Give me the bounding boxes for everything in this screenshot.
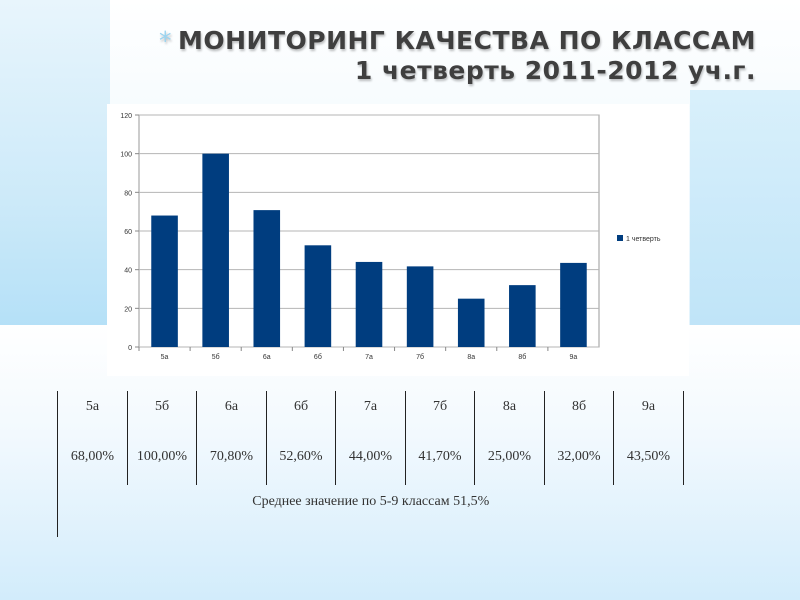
table-values-row: 68,00% 100,00% 70,80% 52,60% 44,00% 41,70% 25,…	[57, 435, 684, 485]
y-tick-label: 120	[120, 113, 132, 120]
table-value-cell: 70,80%	[196, 435, 267, 485]
chart-panel: 0 20 40 60 80 100 120 5а 5б 6а 6б 7а 7б 8а 8б 9а 1 чет…	[107, 104, 689, 376]
table-header-7б: 7б	[405, 391, 475, 435]
background-panel-right	[690, 90, 800, 330]
y-axis-ticks: 0 20 40 60 80 100 120	[120, 113, 139, 352]
bar-6б	[304, 245, 332, 347]
slide-title: * МОНИТОРИНГ КАЧЕСТВА ПО КЛАССАМ 1 четвер…	[136, 26, 756, 86]
table-header-5а: 5а	[57, 391, 128, 435]
results-table: 5а 5б 6а 6б 7а 7б 8а 8б 9а 68,00% 100,00% 70,80% 52…	[57, 391, 684, 537]
x-tick-label: 9а	[570, 354, 578, 361]
table-average-row: Среднее значение по 5-9 классам 51,5%	[57, 485, 684, 537]
table-value-cell: 68,00%	[57, 435, 128, 485]
bar-9а	[560, 262, 587, 347]
y-tick-label: 80	[124, 190, 132, 197]
table-header-5б: 5б	[127, 391, 197, 435]
chart-bars	[151, 153, 587, 347]
bar-5а	[151, 215, 178, 347]
bar-7а	[355, 261, 383, 347]
bar-6а	[253, 210, 281, 347]
y-tick-label: 100	[120, 152, 132, 159]
y-tick-label: 0	[128, 345, 132, 352]
bar-7б	[406, 266, 434, 347]
table-header-8б: 8б	[544, 391, 614, 435]
x-tick-label: 8а	[467, 354, 475, 361]
title-bullet: *	[158, 26, 172, 55]
table-header-6б: 6б	[266, 391, 336, 435]
x-tick-label: 5б	[212, 353, 220, 361]
table-value-cell: 52,60%	[266, 435, 336, 485]
table-header-6а: 6а	[196, 391, 267, 435]
table-value-cell: 44,00%	[335, 435, 406, 485]
table-value-cell: 32,00%	[544, 435, 614, 485]
table-value-cell: 25,00%	[474, 435, 545, 485]
average-text: Среднее значение по 5-9 классам 51,5%	[57, 485, 684, 537]
y-tick-label: 40	[124, 268, 132, 275]
x-tick-label: 6а	[263, 354, 271, 361]
table-header-9а: 9а	[613, 391, 684, 435]
bar-8б	[509, 285, 536, 347]
x-tick-label: 6б	[314, 353, 322, 361]
y-tick-label: 20	[124, 306, 132, 313]
bar-chart: 0 20 40 60 80 100 120 5а 5б 6а 6б 7а 7б 8а 8б 9а 1 чет…	[120, 113, 661, 361]
table-value-cell: 41,70%	[405, 435, 475, 485]
legend-swatch	[617, 235, 623, 241]
legend-label: 1 четверть	[626, 236, 661, 243]
x-axis-ticks: 5а 5б 6а 6б 7а 7б 8а 8б 9а	[138, 347, 578, 361]
table-header-8а: 8а	[474, 391, 545, 435]
table-value-cell: 43,50%	[613, 435, 684, 485]
x-tick-label: 5а	[161, 354, 169, 361]
x-tick-label: 7б	[416, 353, 424, 361]
y-tick-label: 60	[124, 229, 132, 236]
title-line-2: 1 четверть 2011-2012 уч.г.	[354, 56, 756, 85]
table-header-7а: 7а	[335, 391, 406, 435]
bar-8а	[457, 298, 485, 347]
chart-legend: 1 четверть	[617, 235, 661, 243]
table-value-cell: 100,00%	[127, 435, 197, 485]
x-tick-label: 8б	[518, 353, 526, 361]
bar-5б	[202, 153, 229, 347]
title-text-1: МОНИТОРИНГ КАЧЕСТВА ПО КЛАССАМ	[177, 26, 756, 55]
background-panel-left	[0, 0, 110, 330]
x-tick-label: 7а	[365, 354, 373, 361]
table-header-row: 5а 5б 6а 6б 7а 7б 8а 8б 9а	[57, 391, 684, 435]
title-line-1: * МОНИТОРИНГ КАЧЕСТВА ПО КЛАССАМ	[136, 26, 756, 56]
